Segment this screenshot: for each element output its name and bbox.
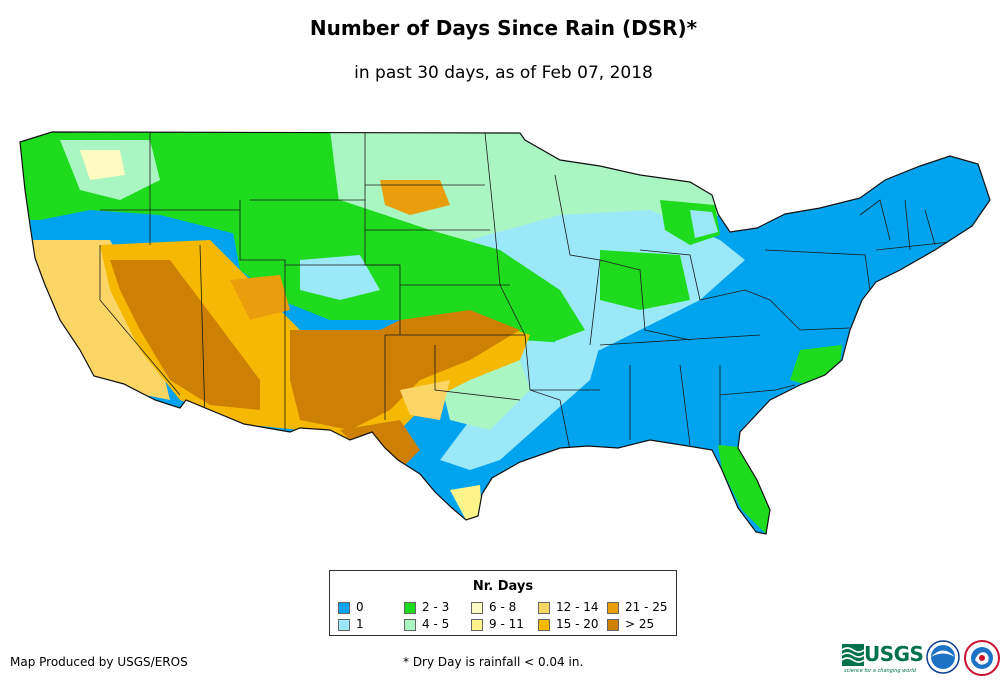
legend-label: 0 (356, 600, 364, 614)
legend-swatch (471, 602, 483, 614)
map-title: Number of Days Since Rain (DSR)* (309, 16, 698, 40)
legend-label: 21 - 25 (625, 600, 668, 614)
legend-swatch (607, 602, 619, 614)
legend-label: > 25 (625, 617, 655, 631)
legend-label: 2 - 3 (422, 600, 450, 614)
legend-swatch (338, 602, 350, 614)
noaa-logo-icon (926, 640, 960, 674)
map-subtitle: in past 30 days, as of Feb 07, 2018 (354, 63, 653, 83)
legend: Nr. Days 0 1 2 - 3 4 - 5 6 - 8 9 - 11 12… (329, 570, 677, 636)
dry-day-footnote: * Dry Day is rainfall < 0.04 in. (403, 655, 584, 669)
national-weather-service-logo-icon (964, 640, 1000, 676)
legend-label: 4 - 5 (422, 617, 450, 631)
legend-label: 6 - 8 (489, 600, 517, 614)
legend-label: 12 - 14 (556, 600, 599, 614)
legend-title: Nr. Days (472, 579, 534, 594)
legend-label: 15 - 20 (556, 617, 599, 631)
usgs-logo-text: USGS (864, 642, 924, 666)
legend-swatch (538, 602, 550, 614)
legend-swatch (404, 619, 416, 631)
legend-swatch (404, 602, 416, 614)
legend-swatch (538, 619, 550, 631)
producer-credit: Map Produced by USGS/EROS (10, 655, 188, 669)
legend-swatch (338, 619, 350, 631)
legend-swatch (471, 619, 483, 631)
legend-label: 1 (356, 617, 364, 631)
usgs-tagline: science for a changing world (844, 668, 916, 674)
usgs-wave-icon (842, 644, 864, 666)
legend-label: 9 - 11 (489, 617, 524, 631)
agency-logos: USGS science for a changing world (842, 638, 1002, 680)
legend-swatch (607, 619, 619, 631)
